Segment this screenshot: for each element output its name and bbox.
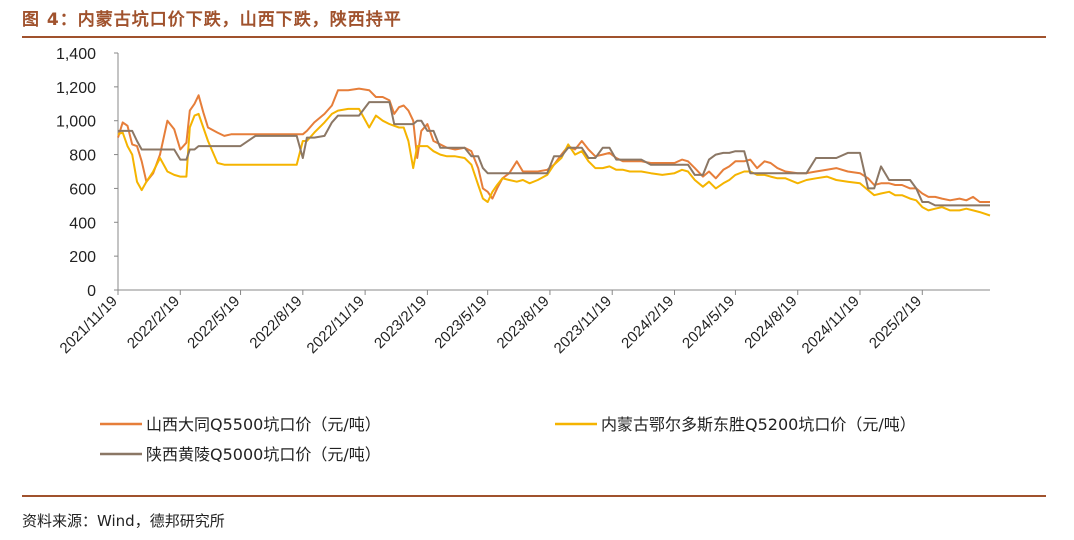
x-tick-label: 2022/11/19 <box>304 293 368 357</box>
x-tick-label: 2023/8/19 <box>494 293 553 352</box>
y-tick-label: 0 <box>87 283 96 300</box>
y-tick-label: 1,200 <box>56 80 96 97</box>
x-tick-label: 2022/2/19 <box>124 293 183 352</box>
x-tick-label: 2024/2/19 <box>618 293 677 352</box>
y-tick-label: 1,000 <box>56 114 96 131</box>
legend-label-1: 山西大同Q5500坑口价（元/吨） <box>146 415 381 434</box>
legend-label-2: 内蒙古鄂尔多斯东胜Q5200坑口价（元/吨） <box>601 415 916 434</box>
x-tick-label: 2022/8/19 <box>246 293 305 352</box>
x-tick-label: 2023/11/19 <box>551 293 615 357</box>
x-tick-label: 2023/2/19 <box>371 293 430 352</box>
legend-label-3: 陕西黄陵Q5000坑口价（元/吨） <box>146 445 381 464</box>
y-tick-label: 600 <box>69 181 96 198</box>
y-tick-label: 1,400 <box>56 46 96 63</box>
series-line-3 <box>118 101 990 207</box>
figure-title: 图 4：内蒙古坑口价下跌，山西下跌，陕西持平 <box>22 10 402 30</box>
y-tick-label: 400 <box>69 215 96 232</box>
source-note: 资料来源：Wind，德邦研究所 <box>22 512 225 530</box>
chart-series <box>117 87 991 217</box>
x-tick-label: 2021/11/19 <box>57 293 121 357</box>
title-divider <box>22 36 1046 38</box>
x-tick-label: 2023/5/19 <box>431 293 490 352</box>
source-divider <box>22 495 1046 497</box>
x-tick-label: 2025/2/19 <box>866 293 925 352</box>
y-tick-label: 800 <box>69 148 96 165</box>
x-tick-label: 2024/11/19 <box>799 293 863 357</box>
series-line-1 <box>117 87 990 203</box>
x-tick-label: 2022/5/19 <box>184 293 243 352</box>
chart-legend: 山西大同Q5500坑口价（元/吨） 内蒙古鄂尔多斯东胜Q5200坑口价（元/吨） 陕… <box>100 415 916 464</box>
x-tick-label: 2024/8/19 <box>741 293 800 352</box>
x-tick-label: 2024/5/19 <box>679 293 738 352</box>
series-line-2 <box>117 107 991 217</box>
y-tick-label: 200 <box>69 249 96 266</box>
